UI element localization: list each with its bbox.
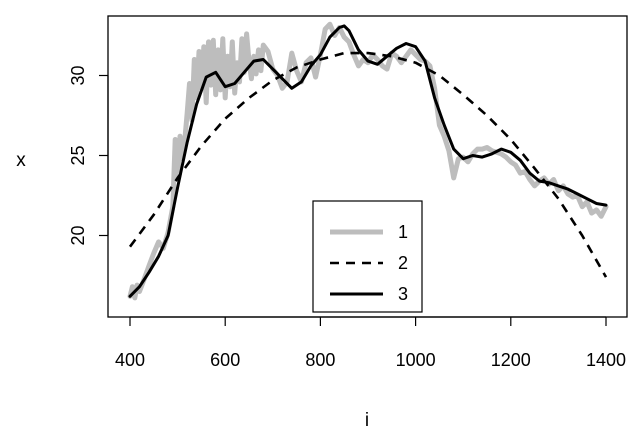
series-layer — [127, 21, 609, 301]
series-3-line — [128, 24, 608, 298]
legend: 1 2 3 — [312, 200, 423, 313]
y-axis: 20 25 30 — [68, 65, 109, 246]
x-tick-label: 600 — [210, 350, 240, 370]
y-tick-label: 25 — [68, 145, 88, 165]
x-tick-label: 1000 — [396, 350, 436, 370]
x-tick-label: 800 — [305, 350, 335, 370]
x-tick-label: 400 — [115, 350, 145, 370]
legend-label-1: 1 — [398, 222, 408, 242]
y-tick-label: 30 — [68, 65, 88, 85]
legend-label-3: 3 — [398, 284, 408, 304]
series-2-line — [128, 51, 608, 278]
y-axis-label: x — [16, 150, 26, 171]
x-tick-label: 1200 — [491, 350, 531, 370]
legend-label-2: 2 — [398, 253, 408, 273]
x-tick-label: 1400 — [586, 350, 626, 370]
x-axis-label: i — [365, 410, 369, 431]
series-1-line — [127, 21, 609, 301]
x-axis: 400 600 800 1000 1200 1400 — [115, 316, 626, 370]
y-tick-label: 20 — [68, 225, 88, 245]
